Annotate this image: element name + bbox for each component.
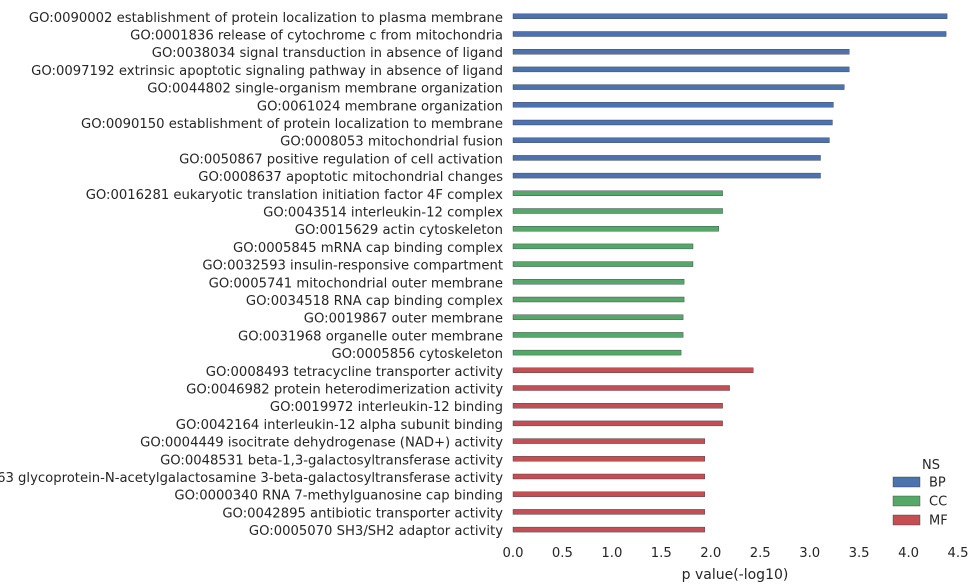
- bars-group: [512, 13, 948, 533]
- x-tick-label: 4.0: [898, 546, 919, 561]
- category-label: GO:0043514 interleukin-12 complex: [263, 206, 503, 221]
- category-label: GO:0019867 outer membrane: [304, 312, 503, 327]
- bar-mf: [512, 438, 706, 444]
- x-tick-label: 0.0: [503, 546, 524, 561]
- bar-cc: [512, 314, 684, 320]
- bar-bp: [512, 13, 948, 20]
- category-label: GO:0001836 release of cytochrome c from …: [130, 29, 503, 44]
- x-tick-label: 4.5: [948, 546, 969, 561]
- bar-cc: [512, 349, 682, 356]
- legend-label: CC: [929, 495, 947, 510]
- category-label: GO:0008053 mitochondrial fusion: [280, 135, 503, 150]
- bar-mf: [512, 491, 706, 497]
- category-label: GO:0000340 RNA 7-methylguanosine cap bin…: [174, 489, 503, 504]
- legend-label: MF: [929, 514, 948, 529]
- category-label: GO:0008637 apoptotic mitochondrial chang…: [198, 170, 503, 185]
- bar-cc: [512, 208, 723, 214]
- category-label: GO:0034518 RNA cap binding complex: [246, 294, 503, 309]
- x-axis-title: p value(-log10): [682, 567, 789, 583]
- x-tick-label: 0.5: [552, 546, 573, 561]
- category-label: GO:0038034 signal transduction in absenc…: [152, 46, 503, 61]
- legend-swatch-cc: [892, 495, 921, 507]
- legend-label: BP: [929, 476, 946, 491]
- bar-bp: [512, 137, 830, 143]
- x-tick-label: 3.0: [799, 546, 820, 561]
- category-label: GO:0005845 mRNA cap binding complex: [233, 241, 503, 256]
- category-label: GO:0016263 glycoprotein-N-acetylgalactos…: [0, 471, 503, 486]
- legend: NS BP CC MF: [892, 458, 948, 529]
- x-tick-labels: 0.0 0.5 1.0 1.5 2.0 2.5 3.0 3.5 4.0 4.5: [503, 546, 969, 561]
- bar-mf: [512, 385, 730, 391]
- bar-cc: [512, 279, 685, 285]
- x-tick-label: 2.5: [750, 546, 771, 561]
- category-label: GO:0015629 actin cytoskeleton: [295, 223, 503, 238]
- x-tick-label: 3.5: [849, 546, 870, 561]
- category-label: GO:0019972 interleukin-12 binding: [270, 400, 503, 415]
- category-label: GO:0042895 antibiotic transporter activi…: [222, 506, 503, 521]
- category-label: GO:0016281 eukaryotic translation initia…: [86, 188, 503, 203]
- bar-bp: [512, 102, 834, 108]
- bar-mf: [512, 473, 706, 480]
- category-label: GO:0090002 establishment of protein loca…: [29, 11, 503, 26]
- bar-cc: [512, 243, 694, 250]
- legend-swatch-mf: [892, 514, 921, 526]
- legend-swatch-bp: [892, 476, 921, 488]
- category-label: GO:0042164 interleukin-12 alpha subunit …: [176, 418, 503, 433]
- category-label: GO:0031968 organelle outer membrane: [238, 329, 503, 344]
- bar-mf: [512, 509, 706, 515]
- bar-mf: [512, 403, 723, 409]
- bar-mf: [512, 420, 723, 427]
- category-label: GO:0005070 SH3/SH2 adaptor activity: [249, 524, 503, 539]
- bar-bp: [512, 66, 850, 73]
- bar-bp: [512, 119, 833, 126]
- bar-bp: [512, 155, 821, 161]
- category-label: GO:0008493 tetracycline transporter acti…: [206, 365, 503, 380]
- bar-bp: [512, 49, 850, 55]
- category-label: GO:0046982 protein heterodimerization ac…: [186, 383, 503, 398]
- category-labels: GO:0090002 establishment of protein loca…: [0, 11, 503, 539]
- bar-mf: [512, 456, 706, 462]
- bar-mf: [512, 367, 754, 373]
- bar-cc: [512, 225, 719, 232]
- category-label: GO:0005856 cytoskeleton: [331, 347, 503, 362]
- category-label: GO:0048531 beta-1,3-galactosyltransferas…: [160, 453, 503, 468]
- category-label: GO:0004449 isocitrate dehydrogenase (NAD…: [140, 436, 503, 451]
- bar-cc: [512, 261, 694, 267]
- category-label: GO:0005741 mitochondrial outer membrane: [209, 276, 503, 291]
- category-label: GO:0097192 extrinsic apoptotic signaling…: [31, 64, 503, 79]
- category-label: GO:0090150 establishment of protein loca…: [81, 117, 503, 132]
- bar-mf: [512, 526, 706, 533]
- bar-bp: [512, 31, 947, 37]
- x-tick-label: 1.0: [601, 546, 622, 561]
- x-tick-label: 2.0: [700, 546, 721, 561]
- legend-title: NS: [922, 458, 940, 473]
- bar-cc: [512, 332, 684, 338]
- category-label: GO:0044802 single-organism membrane orga…: [147, 82, 503, 97]
- bar-bp: [512, 172, 821, 179]
- x-tick-label: 1.5: [651, 546, 672, 561]
- bar-cc: [512, 190, 723, 197]
- category-label: GO:0050867 positive regulation of cell a…: [179, 152, 503, 167]
- category-label: GO:0061024 membrane organization: [257, 99, 503, 114]
- bar-cc: [512, 296, 685, 303]
- bar-bp: [512, 84, 845, 90]
- category-label: GO:0032593 insulin-responsive compartmen…: [202, 259, 503, 274]
